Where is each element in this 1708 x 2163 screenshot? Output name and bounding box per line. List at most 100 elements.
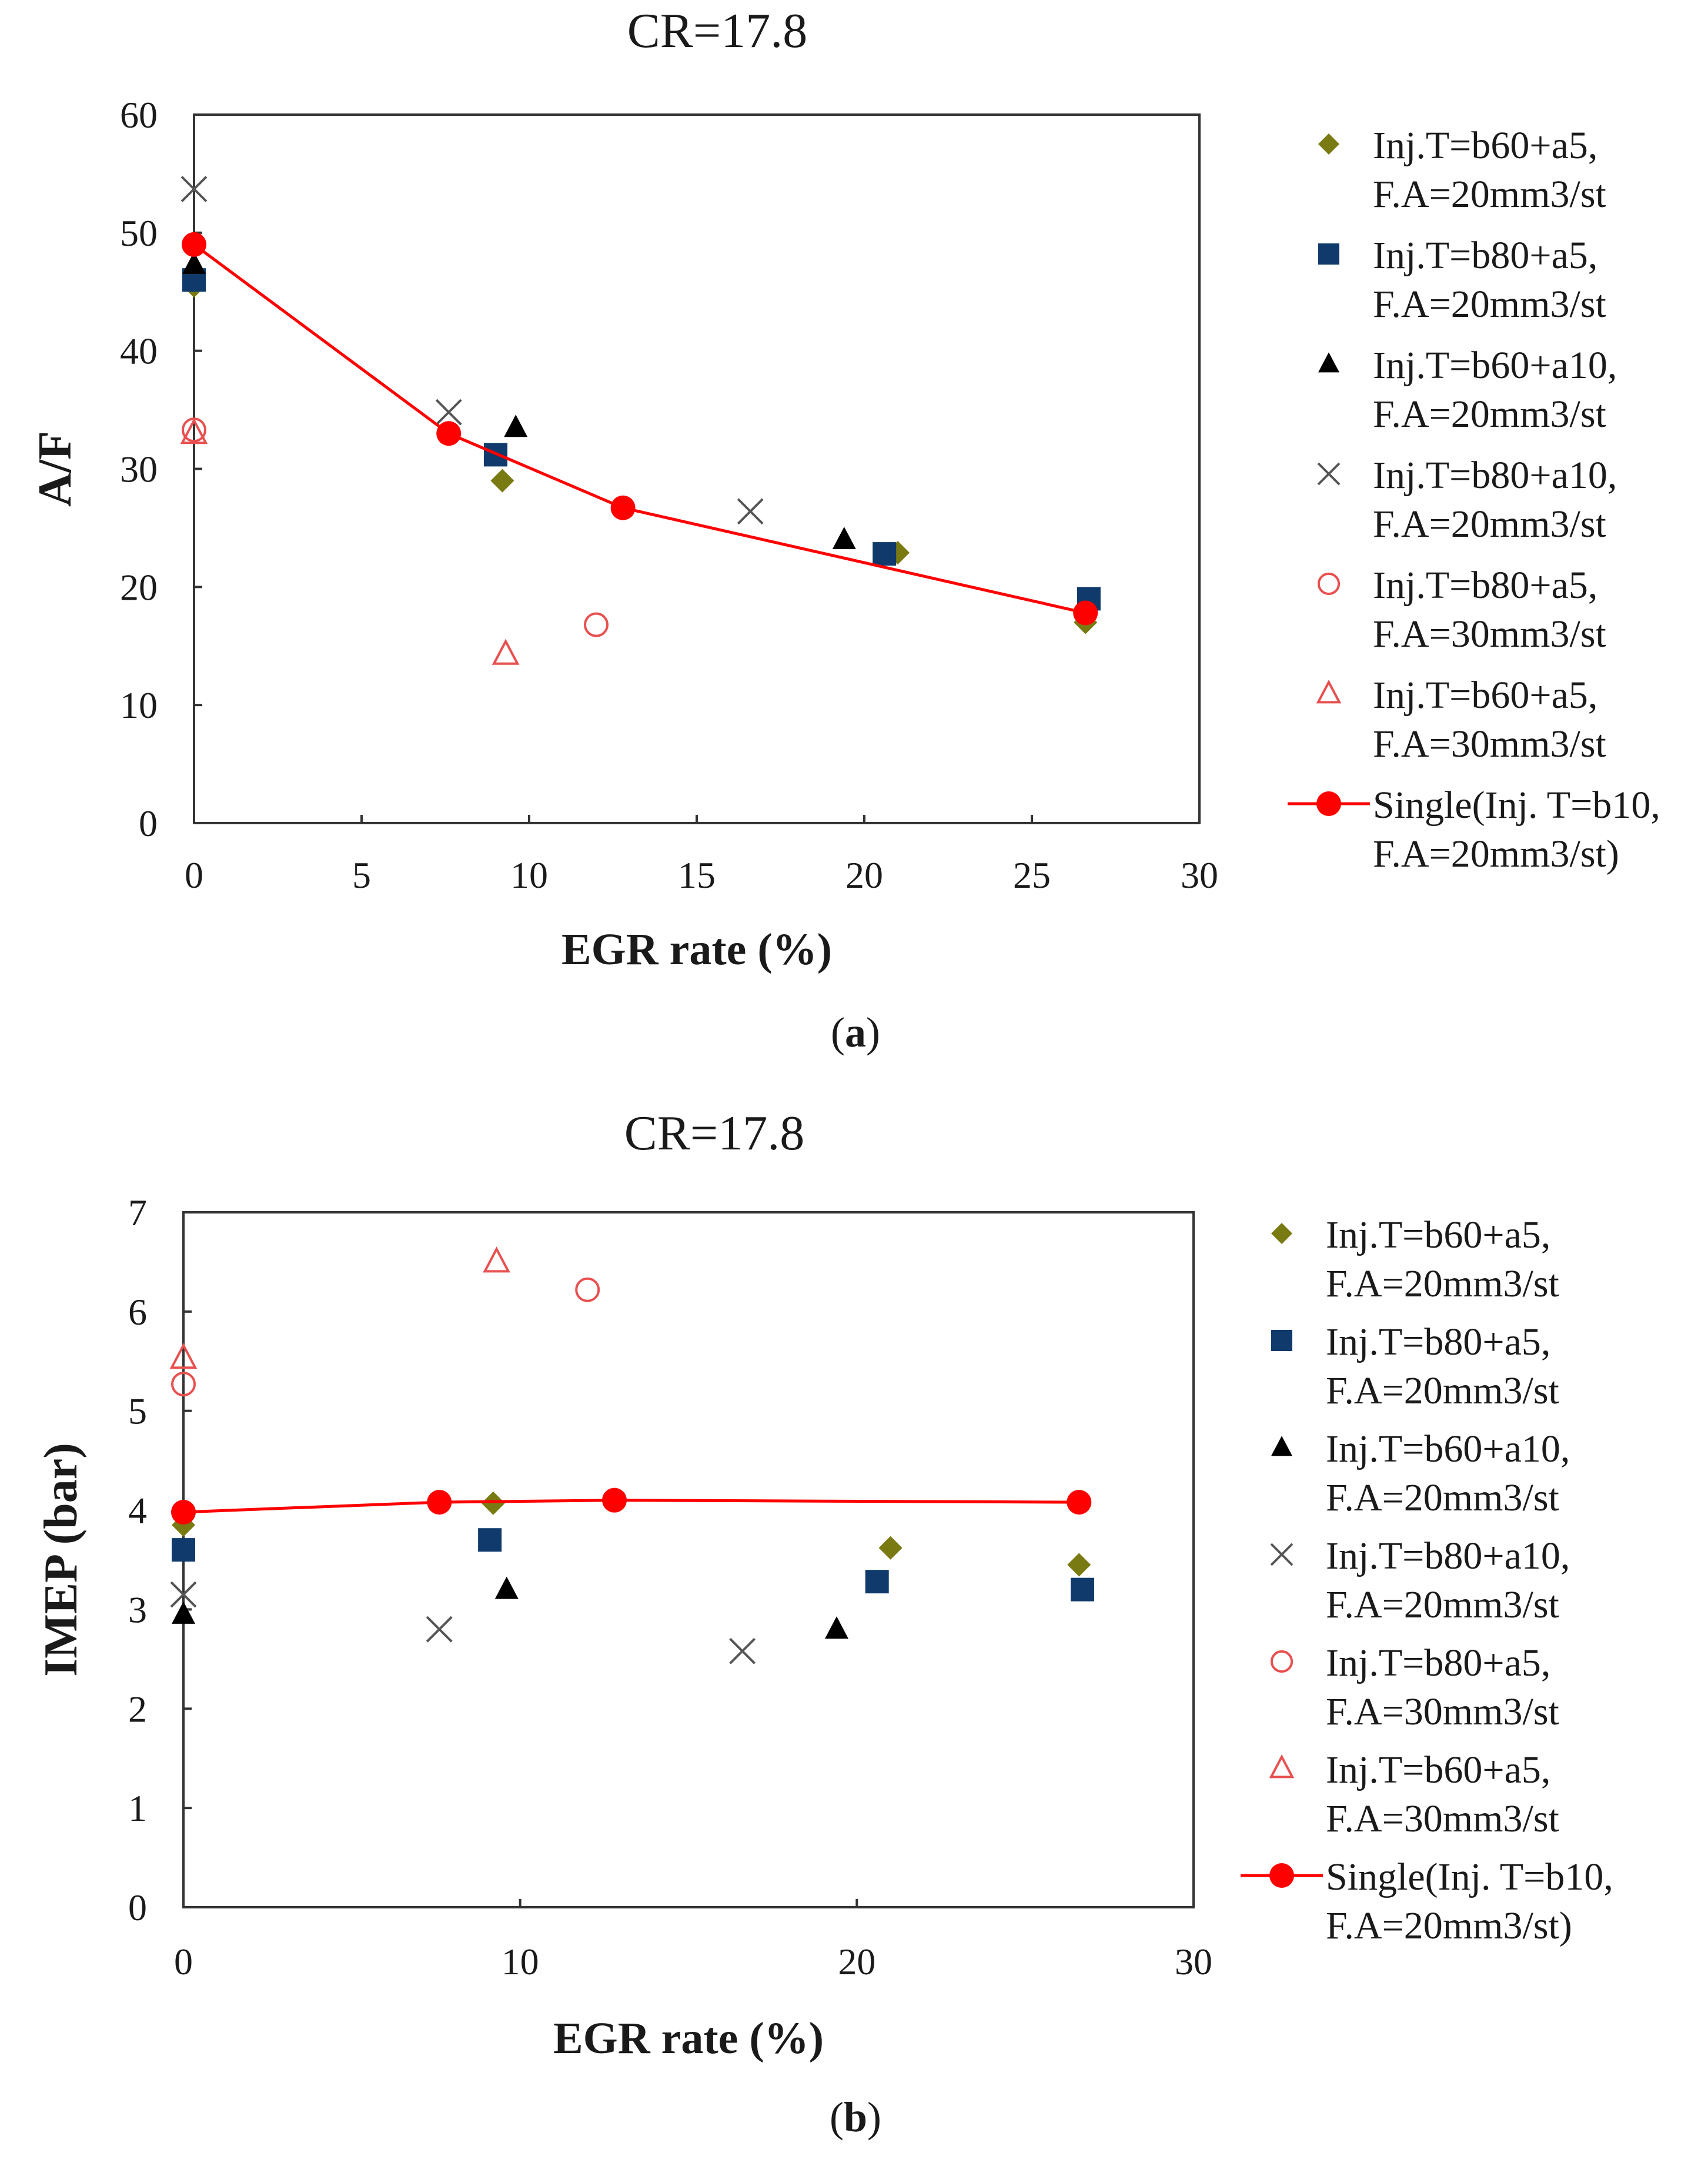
x-axis-label: EGR rate (%)	[553, 2014, 824, 2063]
chart-a: CR=17.8 0 10 20 30 40 50 60 0 5 10 15 20 25 30 EGR rate…	[29, 4, 1660, 1056]
legend-marker	[1269, 1754, 1295, 1778]
series-3	[181, 176, 764, 525]
y-tick-label: 30	[120, 449, 158, 490]
subfigure-caption: (b)	[830, 2094, 881, 2141]
x-tick-label: 30	[1175, 1941, 1212, 1983]
legend-label-line2: F.A=30mm3/st	[1373, 723, 1606, 765]
legend-label-line2: F.A=30mm3/st	[1326, 1690, 1559, 1733]
data-point	[435, 399, 462, 426]
legend-label-line2: F.A=20mm3/st	[1373, 393, 1606, 436]
data-point	[878, 1536, 903, 1560]
data-point	[504, 414, 528, 437]
x-tick-label: 15	[678, 854, 716, 896]
data-point	[172, 1538, 195, 1562]
legend-label-line1: Inj.T=b60+a5,	[1326, 1749, 1550, 1791]
series-line	[183, 1499, 1079, 1514]
y-tick-label: 10	[120, 684, 158, 726]
y-tick-label: 0	[128, 1887, 147, 1928]
x-tick-label: 10	[510, 854, 548, 896]
x-tick-label: 0	[174, 1941, 193, 1983]
series-4	[171, 1277, 600, 1397]
legend-label-line1: Inj.T=b80+a5,	[1326, 1642, 1550, 1684]
legend-label-line1: Inj.T=b60+a10,	[1373, 344, 1617, 387]
chart-title: CR=17.8	[627, 4, 807, 58]
x-axis-label: EGR rate (%)	[561, 925, 832, 974]
y-tick-label: 60	[120, 94, 158, 136]
legend-label-line1: Inj.T=b80+a5,	[1373, 234, 1597, 277]
data-point	[171, 1372, 196, 1397]
legend-label-line2: F.A=20mm3/st)	[1373, 833, 1619, 875]
series-3	[170, 1581, 756, 1664]
data-point	[610, 495, 636, 520]
legend-label-line1: Inj.T=b80+a5,	[1373, 564, 1597, 607]
legend-item: Single(Inj. T=b10, F.A=20mm3/st)	[1288, 784, 1660, 875]
legend-marker	[1317, 572, 1341, 596]
legend-item: Inj.T=b60+a5, F.A=20mm3/st	[1271, 1213, 1559, 1305]
series-6	[171, 1487, 1092, 1525]
legend-marker	[1317, 462, 1341, 486]
legend-item: Inj.T=b60+a5, F.A=30mm3/st	[1316, 674, 1606, 765]
x-tick-label: 5	[352, 854, 371, 896]
legend-marker	[1271, 1330, 1292, 1351]
series-6	[182, 232, 1098, 626]
legend-item: Inj.T=b60+a10, F.A=20mm3/st	[1318, 344, 1617, 436]
legend-label-line1: Inj.T=b60+a10,	[1326, 1427, 1570, 1470]
legend-marker	[1270, 1543, 1293, 1566]
x-tick-label: 25	[1013, 854, 1051, 896]
legend-marker	[1318, 352, 1339, 373]
legend-label-line1: Inj.T=b80+a10,	[1373, 454, 1617, 497]
series-1	[172, 1528, 1095, 1602]
series-2	[172, 1576, 848, 1639]
data-point	[426, 1616, 453, 1643]
legend-label-line2: F.A=20mm3/st	[1373, 503, 1606, 546]
legend-marker	[1316, 791, 1341, 816]
data-point	[1067, 1490, 1092, 1515]
legend-item: Inj.T=b60+a10, F.A=20mm3/st	[1271, 1427, 1570, 1519]
legend-item: Inj.T=b60+a5, F.A=20mm3/st	[1318, 124, 1606, 216]
legend-marker	[1271, 1223, 1292, 1244]
y-tick-label: 2	[128, 1688, 147, 1730]
legend-item: Inj.T=b80+a10, F.A=20mm3/st	[1270, 1535, 1570, 1626]
data-point	[824, 1616, 848, 1639]
data-point	[181, 176, 208, 202]
legend-marker	[1318, 243, 1339, 265]
legend-label-line2: F.A=20mm3/st	[1326, 1262, 1559, 1305]
data-point	[169, 1342, 198, 1369]
series-5	[169, 1246, 510, 1369]
x-tick-label: 0	[185, 854, 203, 896]
y-tick-label: 6	[128, 1291, 147, 1333]
legend: Inj.T=b60+a5, F.A=20mm3/st Inj.T=b80+a5, F.…	[1241, 1213, 1613, 1947]
data-point	[180, 417, 208, 444]
x-tick-label: 30	[1181, 854, 1218, 896]
data-point	[478, 1528, 502, 1552]
y-tick-label: 3	[128, 1589, 147, 1630]
legend-label-line1: Inj.T=b80+a5,	[1326, 1320, 1550, 1363]
data-point	[481, 1491, 505, 1515]
legend-label-line2: F.A=20mm3/st	[1326, 1369, 1559, 1412]
legend-label-line2: F.A=20mm3/st	[1373, 283, 1606, 326]
y-axis-label: A/F	[29, 431, 81, 507]
data-point	[494, 1576, 519, 1599]
legend: Inj.T=b60+a5, F.A=20mm3/st Inj.T=b80+a5, F.…	[1288, 124, 1660, 875]
data-point	[737, 498, 764, 525]
y-axis-label: IMEP (bar)	[35, 1443, 87, 1677]
series-line	[193, 243, 1086, 614]
legend-label-line1: Inj.T=b60+a5,	[1373, 124, 1597, 167]
x-tick-label: 10	[502, 1941, 539, 1983]
legend-label-line1: Inj.T=b80+a10,	[1326, 1535, 1570, 1577]
legend-label-line1: Single(Inj. T=b10,	[1373, 784, 1660, 827]
data-point	[171, 1499, 196, 1525]
y-tick-label: 50	[120, 212, 158, 254]
data-point	[832, 527, 856, 549]
data-point	[436, 421, 462, 446]
legend-label-line2: F.A=30mm3/st	[1373, 613, 1606, 656]
y-tick-label: 4	[128, 1490, 147, 1532]
subfigure-letter: b	[844, 2094, 867, 2141]
y-tick-label: 20	[120, 566, 158, 608]
chart-b: CR=17.8 0 1 2 3 4 5 6 7 0 10 20 30 EGR rate (%) IMEP (…	[35, 1106, 1613, 2141]
data-point	[584, 612, 609, 637]
y-tick-label: 1	[128, 1787, 147, 1829]
legend-label-line1: Single(Inj. T=b10,	[1326, 1856, 1613, 1898]
y-tick-label: 5	[128, 1390, 147, 1432]
legend-label-line1: Inj.T=b60+a5,	[1326, 1213, 1550, 1256]
